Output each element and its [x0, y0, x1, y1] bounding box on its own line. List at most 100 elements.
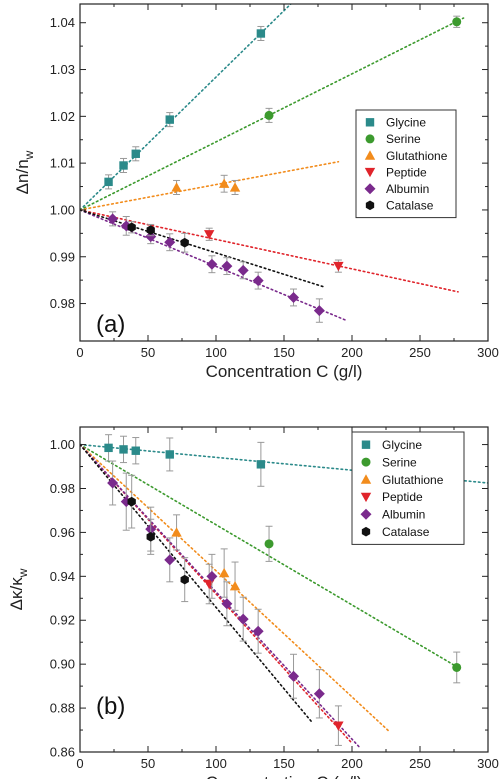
legend-marker-serine [361, 457, 371, 467]
legend-marker-serine [365, 134, 375, 144]
y-tick-label: 1.00 [50, 437, 75, 452]
x-tick-label: 300 [477, 345, 499, 360]
y-axis-title: Δκ/κw [7, 568, 30, 610]
y-tick-label: 0.96 [50, 525, 75, 540]
y-tick-label: 1.00 [50, 202, 75, 217]
data-point-albumin [313, 305, 325, 317]
fit-line-peptide [80, 209, 459, 293]
y-tick-label: 0.88 [50, 701, 75, 716]
data-point-glycine [165, 115, 174, 124]
data-point-albumin [107, 213, 119, 225]
legend-marker-catalase [361, 526, 371, 537]
data-point-peptide [333, 261, 344, 272]
fit-line-serine [80, 443, 459, 669]
x-tick-label: 200 [341, 756, 363, 771]
y-tick-label: 1.03 [50, 62, 75, 77]
data-point-albumin [252, 625, 264, 637]
legend-label: Albumin [382, 508, 425, 522]
series-serine [264, 15, 462, 123]
y-tick-label: 1.04 [50, 15, 75, 30]
panel-b: 0 50 100 150 200 250 300 0.86 0.88 0.90 0.92 0.94 0.… [7, 426, 499, 779]
legend-label: Peptide [382, 490, 423, 504]
data-point-albumin [107, 477, 119, 489]
y-axis-title-subscript: w [16, 568, 30, 578]
data-point-glycine [256, 29, 266, 38]
fit-line-glycine [80, 4, 292, 211]
y-tick-label: 0.98 [50, 296, 75, 311]
y-tick-label: 1.02 [50, 109, 75, 124]
fit-line-catalase [80, 443, 313, 723]
data-point-albumin [120, 220, 132, 232]
data-point-glutathione [218, 567, 230, 578]
legend-marker-peptide [364, 167, 376, 178]
series-albumin [107, 211, 325, 323]
data-point-albumin [313, 688, 325, 700]
legend-marker-peptide [360, 492, 372, 503]
data-point-serine [452, 17, 462, 27]
x-tick-label: 250 [409, 756, 431, 771]
data-point-albumin [221, 598, 233, 610]
data-point-catalase [127, 496, 136, 507]
panel-a: 0 50 100 150 200 250 300 0.98 0.99 1.00 1.01 1.02 1.… [13, 3, 499, 381]
data-point-catalase [180, 237, 189, 248]
y-tick-label: 0.99 [50, 249, 75, 264]
data-point-glycine [131, 446, 140, 455]
data-point-albumin [237, 613, 249, 625]
legend-label: Glutathione [386, 149, 448, 163]
data-point-glutathione [229, 182, 241, 192]
data-point-catalase [127, 222, 136, 233]
y-tick-label: 0.92 [50, 613, 75, 628]
legend-marker-albumin [360, 508, 372, 520]
legend: Glycine Serine Glutathione Peptide Albumin Ca… [351, 431, 465, 545]
legend-label: Serine [382, 455, 417, 469]
x-axis-title: Concentration C (g/l) [206, 362, 363, 381]
data-point-albumin [221, 260, 233, 272]
data-point-catalase [146, 532, 155, 542]
legend-marker-glycine [365, 118, 375, 127]
data-point-albumin [288, 670, 300, 682]
series-peptide [204, 227, 344, 273]
data-point-catalase [146, 225, 155, 235]
legend-label: Glycine [382, 438, 422, 452]
series-catalase [127, 474, 189, 603]
series-albumin [107, 460, 325, 719]
x-tick-label: 200 [341, 345, 363, 360]
data-point-serine [264, 110, 274, 120]
y-axis-title-subscript: w [22, 150, 36, 160]
x-tick-label: 0 [76, 345, 83, 360]
legend-label: Albumin [386, 182, 429, 196]
data-point-catalase [180, 574, 189, 585]
x-tick-label: 250 [409, 345, 431, 360]
legend-marker-glutathione [360, 474, 372, 484]
x-tick-label: 50 [141, 756, 155, 771]
fit-line-peptide [80, 443, 353, 745]
y-axis-title: Δn/nw [13, 150, 36, 194]
data-point-albumin [288, 291, 300, 303]
legend-marker-albumin [364, 183, 376, 195]
data-point-albumin [206, 570, 218, 582]
x-tick-label: 300 [477, 756, 499, 771]
series-glycine [104, 434, 266, 487]
legend-marker-catalase [365, 200, 375, 211]
y-axis-title-main: Δn/n [13, 159, 32, 194]
y-tick-label: 0.90 [50, 657, 75, 672]
data-point-glutathione [218, 178, 230, 188]
data-point-glycine [165, 450, 174, 459]
x-tick-label: 50 [141, 345, 155, 360]
data-point-albumin [237, 264, 249, 276]
data-point-glycine [131, 149, 140, 158]
data-point-glutathione [229, 581, 241, 591]
data-point-albumin [145, 231, 157, 243]
x-tick-label: 150 [273, 345, 295, 360]
x-tick-label: 0 [76, 756, 83, 771]
data-point-albumin [120, 496, 132, 508]
data-points [104, 434, 462, 746]
data-point-glycine [104, 443, 113, 453]
series-serine [264, 525, 462, 684]
x-tick-label: 100 [205, 756, 227, 771]
legend-label: Serine [386, 132, 421, 146]
legend-label: Catalase [382, 525, 430, 539]
data-point-serine [452, 662, 462, 672]
data-point-glycine [119, 161, 128, 170]
